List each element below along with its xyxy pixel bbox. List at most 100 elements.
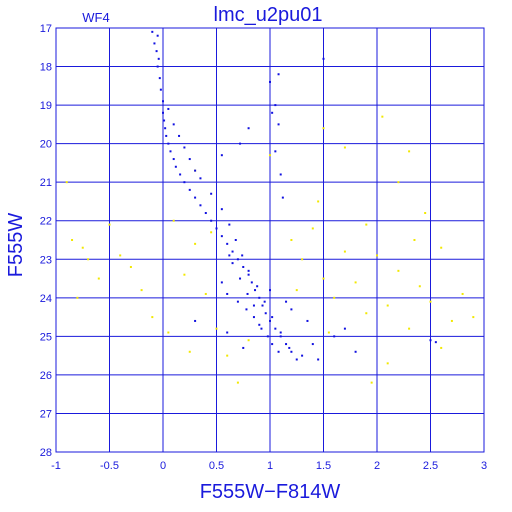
field-star-point [429,300,432,303]
x-tick-label: 2 [374,460,380,472]
field-star-point [183,273,186,276]
cluster-star-point [256,285,259,288]
cluster-star-point [158,77,161,80]
field-star-point [370,381,373,384]
cluster-star-point [167,107,170,110]
cluster-star-point [228,223,231,226]
cluster-star-point [153,42,156,45]
cluster-star-point [290,350,293,353]
cluster-star-point [220,235,223,238]
field-star-point [204,292,207,295]
cluster-star-point [252,316,255,319]
field-star-point [151,316,154,319]
field-star-point [301,258,304,261]
field-star-point [247,339,250,342]
x-tick-label: 0 [160,460,166,472]
field-star-point [172,219,175,222]
cluster-star-point [245,308,248,311]
field-star-point [311,227,314,230]
field-star-point [413,239,416,241]
cluster-star-point [281,196,284,199]
field-star-point [376,254,378,257]
x-axis-label: F555W−F814W [200,481,341,503]
x-tick-label: 0.5 [209,460,224,472]
y-tick-label: 17 [40,23,52,35]
field-star-point [343,250,346,253]
cluster-star-point [226,292,229,295]
grid-lines [55,27,485,453]
field-star-point [236,381,239,384]
cluster-star-point [156,34,159,37]
cluster-star-point [194,196,197,199]
field-star-point [295,289,298,292]
field-star-point [140,289,143,292]
field-star-point [354,281,357,284]
cluster-star-point [172,158,175,161]
cluster-star-point [174,165,177,168]
cluster-star-point [279,173,282,176]
field-star-point [440,246,443,249]
x-tick-label: 1 [267,460,273,472]
cluster-star-point [194,169,197,172]
field-star-point [365,312,368,315]
cluster-star-point [159,88,162,91]
field-star-point [365,223,368,226]
cluster-star-point [279,331,282,334]
cluster-star-point [258,296,261,299]
field-star-point [343,146,346,149]
cluster-star-point [263,300,266,303]
cluster-star-point [165,134,168,137]
cluster-star-point [247,127,250,130]
cluster-star-point [264,312,267,315]
cluster-star-point [156,65,159,68]
field-star-point [317,200,320,203]
cluster-star-point [210,192,213,195]
field-star-point [408,150,411,153]
cluster-star-point [242,265,245,268]
field-star-point [397,269,400,272]
cluster-star-point [220,281,223,284]
cluster-star-point [247,269,250,272]
cluster-star-point [306,319,309,322]
cluster-star-point [178,134,181,137]
field-star-point [81,246,84,249]
cluster-star-point [194,319,197,322]
x-tick-label: 1.5 [316,460,331,472]
cluster-star-point [179,173,182,176]
field-star-point [194,242,197,245]
field-star-point [97,277,100,280]
field-star-point [450,319,453,322]
cluster-star-point [210,219,213,222]
field-star-point [322,127,325,130]
cluster-star-point [239,142,242,145]
cluster-star-point [163,119,166,122]
x-tick-label: 3 [481,460,487,472]
plot-frame [55,27,485,453]
cluster-star-point [162,111,164,114]
panel-label: WF4 [82,10,109,25]
cluster-star-point [322,57,325,60]
cluster-star-point [199,204,202,207]
cluster-star-point [271,316,274,319]
field-star-point [87,258,90,261]
cluster-star-point [277,123,280,126]
cluster-star-point [250,281,253,284]
cluster-star-point [269,80,271,83]
field-star-point [269,154,271,157]
cluster-star-point [226,331,229,334]
cluster-star-point [155,50,158,53]
y-tick-label: 27 [40,408,52,420]
y-tick-label: 23 [40,254,52,266]
cluster-star-point [188,188,191,191]
cluster-star-point [274,327,277,330]
cluster-star-point [252,304,255,307]
cluster-star-point [231,262,234,265]
cluster-star-point [183,146,186,149]
cluster-star-point [231,250,234,253]
cluster-star-point [236,300,239,303]
cluster-star-point [277,350,280,353]
field-star-point [440,346,443,349]
cluster-star-point [274,104,277,107]
y-tick-label: 26 [40,370,52,382]
cluster-star-point [220,208,223,211]
